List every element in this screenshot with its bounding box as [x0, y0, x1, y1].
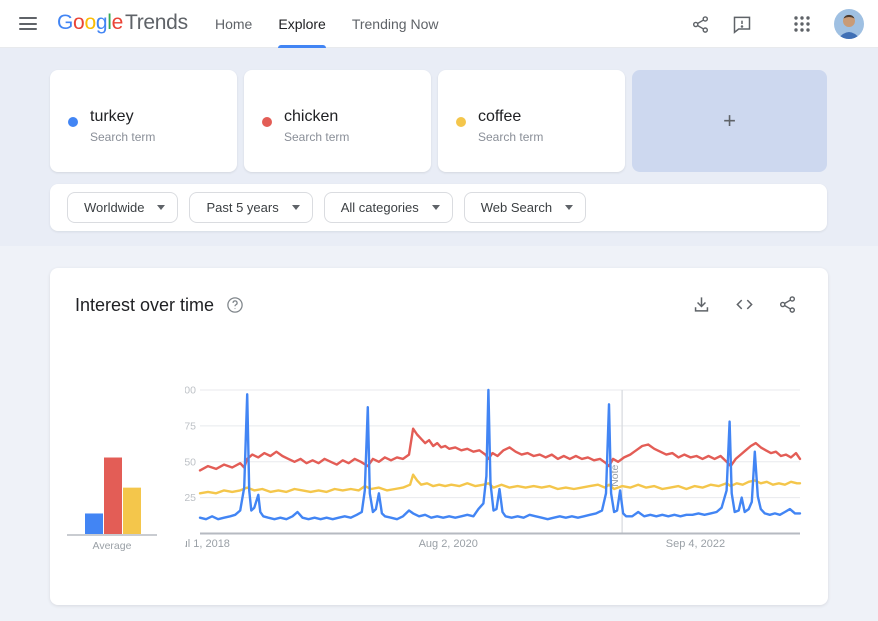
term-type-label: Search term — [284, 130, 350, 144]
term-type-label: Search term — [478, 130, 544, 144]
term-card-coffee[interactable]: coffee Search term — [438, 70, 625, 172]
filter-label: Worldwide — [84, 200, 145, 215]
main-nav: Home Explore Trending Now — [215, 0, 438, 48]
chevron-down-icon — [565, 205, 574, 210]
term-name: chicken — [284, 108, 339, 125]
series-line-turkey — [198, 388, 802, 521]
app-header: GoogleTrends Home Explore Trending Now — [0, 0, 878, 48]
embed-icon[interactable] — [733, 293, 755, 315]
comparison-section: turkey Search term chicken Search term c… — [0, 48, 878, 246]
interest-line-chart[interactable]: 25 50 75 100 Note Jul 1, 2018 Aug 2, 2020 Sep 4… — [185, 376, 835, 561]
filter-label: All categories — [340, 200, 419, 215]
y-tick-label: 50 — [185, 456, 196, 468]
filter-bar: Worldwide Past 5 years All categories We… — [50, 184, 827, 231]
filter-label: Past 5 years — [206, 200, 279, 215]
term-card-chicken[interactable]: chicken Search term — [244, 70, 431, 172]
trends-logo-text: Trends — [124, 11, 188, 34]
help-icon[interactable] — [224, 294, 246, 316]
share-icon[interactable] — [688, 12, 712, 36]
google-trends-logo[interactable]: GoogleTrends — [57, 11, 188, 35]
coffee-color-dot — [456, 117, 466, 127]
filter-time-range[interactable]: Past 5 years — [189, 192, 313, 223]
chevron-down-icon — [431, 205, 440, 210]
series-line-chicken — [198, 427, 802, 472]
y-tick-label: 100 — [185, 385, 196, 397]
interest-over-time-card: Interest over time — [50, 268, 828, 605]
filter-category[interactable]: All categories — [323, 192, 453, 223]
filter-region[interactable]: Worldwide — [67, 192, 179, 223]
turkey-color-dot — [68, 117, 78, 127]
chevron-down-icon — [157, 205, 166, 210]
menu-icon[interactable] — [16, 14, 40, 34]
x-tick-label: Sep 4, 2022 — [666, 538, 725, 550]
plus-icon: + — [723, 108, 736, 133]
nav-trending-now[interactable]: Trending Now — [351, 16, 439, 32]
term-type-label: Search term — [90, 130, 156, 144]
term-cards-row: turkey Search term chicken Search term c… — [50, 70, 827, 172]
term-card-turkey[interactable]: turkey Search term — [50, 70, 237, 172]
feedback-icon[interactable] — [730, 12, 754, 36]
chevron-down-icon — [291, 205, 300, 210]
share-icon[interactable] — [776, 293, 798, 315]
note-marker-label: Note — [609, 465, 621, 487]
avatar[interactable] — [834, 9, 864, 39]
add-comparison-button[interactable]: + — [632, 70, 827, 172]
download-icon[interactable] — [690, 293, 712, 315]
apps-grid-icon[interactable] — [790, 12, 814, 36]
y-tick-label: 25 — [185, 492, 196, 504]
average-label: Average — [93, 540, 132, 552]
filter-label: Web Search — [480, 200, 553, 215]
y-tick-label: 75 — [185, 420, 196, 432]
average-bar-coffee — [123, 487, 141, 535]
term-name: turkey — [90, 108, 134, 125]
chicken-color-dot — [262, 117, 272, 127]
term-name: coffee — [478, 108, 522, 125]
average-bar-turkey — [85, 513, 103, 535]
google-logo-text: Google — [57, 11, 123, 34]
results-section: Interest over time — [0, 246, 878, 621]
average-bar-chicken — [104, 457, 122, 535]
filter-search-type[interactable]: Web Search — [463, 192, 587, 223]
average-bar-chart[interactable]: Average — [60, 431, 170, 556]
series-line-coffee — [198, 473, 802, 495]
widget-title: Interest over time — [75, 294, 215, 315]
x-tick-label: Aug 2, 2020 — [419, 538, 478, 550]
nav-home[interactable]: Home — [215, 16, 253, 32]
nav-explore[interactable]: Explore — [278, 0, 327, 48]
x-tick-label: Jul 1, 2018 — [185, 538, 230, 550]
